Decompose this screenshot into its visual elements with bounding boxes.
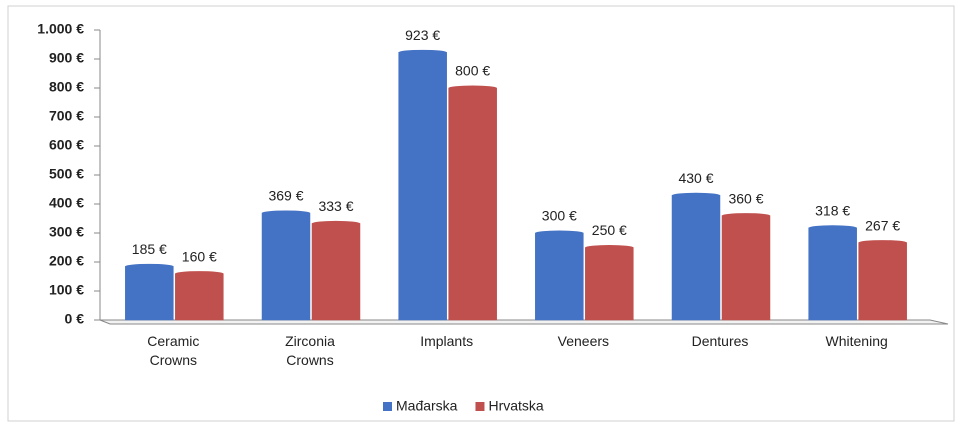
bar-shade: [721, 215, 771, 321]
bar-shade: [535, 232, 584, 321]
bar-top: [722, 213, 770, 219]
data-label: 369 €: [268, 188, 303, 204]
chart-frame: [7, 5, 955, 422]
bar-top: [262, 210, 310, 216]
data-label: 430 €: [678, 170, 713, 186]
bar-top: [672, 192, 720, 198]
legend-label: Mađarska: [396, 398, 458, 414]
x-tick-label: Zirconia Crowns: [285, 333, 335, 368]
data-label: 185 €: [132, 241, 167, 257]
y-tick-label: 900 €: [49, 50, 84, 66]
bar-shade: [808, 227, 857, 321]
data-label: 300 €: [542, 208, 577, 224]
bar-top: [312, 220, 360, 226]
bar-top: [585, 245, 634, 250]
bar-shade: [448, 87, 497, 321]
bar-top: [535, 230, 584, 236]
bar-shade: [125, 266, 174, 321]
data-label: 360 €: [728, 190, 763, 206]
data-label: 333 €: [318, 198, 353, 214]
y-tick-label: 200 €: [49, 253, 84, 269]
bar-shade: [671, 195, 721, 321]
x-tick-label: Implants: [420, 333, 474, 349]
data-label: 250 €: [592, 222, 627, 238]
y-tick-label: 100 €: [49, 282, 84, 298]
data-label: 267 €: [865, 217, 900, 233]
y-tick-label: 300 €: [49, 224, 84, 240]
data-label: 923 €: [405, 27, 440, 43]
bar-shade: [585, 247, 634, 321]
data-label: 160 €: [182, 248, 217, 264]
bar-shade: [175, 273, 224, 321]
x-tick-label: Veneers: [557, 333, 610, 349]
data-label: 800 €: [455, 63, 490, 79]
bar-shade: [261, 212, 311, 321]
bar-top: [448, 85, 497, 91]
y-tick-label: 1.000 €: [37, 21, 84, 37]
x-tick-label: Dentures: [691, 333, 749, 349]
y-tick-label: 0 €: [65, 311, 85, 327]
legend-swatch: [475, 402, 485, 411]
bar-top: [858, 240, 907, 246]
y-tick-label: 400 €: [49, 195, 84, 211]
legend-label: Hrvatska: [488, 398, 543, 414]
floor: [99, 319, 949, 325]
bar-top: [125, 263, 174, 269]
bar-shade: [311, 223, 361, 321]
y-tick-label: 800 €: [49, 79, 84, 95]
bar-top: [398, 49, 447, 55]
y-tick-label: 500 €: [49, 166, 84, 182]
legend-swatch: [383, 402, 392, 411]
y-tick-label: 700 €: [49, 108, 84, 124]
bar-top: [808, 225, 857, 231]
y-tick-label: 600 €: [49, 137, 84, 153]
bar-shade: [858, 242, 907, 321]
bar-shade: [398, 52, 447, 321]
bar-top: [175, 271, 224, 277]
data-label: 318 €: [815, 202, 850, 218]
x-tick-label: Ceramic Crowns: [147, 333, 200, 368]
x-tick-label: Whitening: [825, 333, 888, 349]
